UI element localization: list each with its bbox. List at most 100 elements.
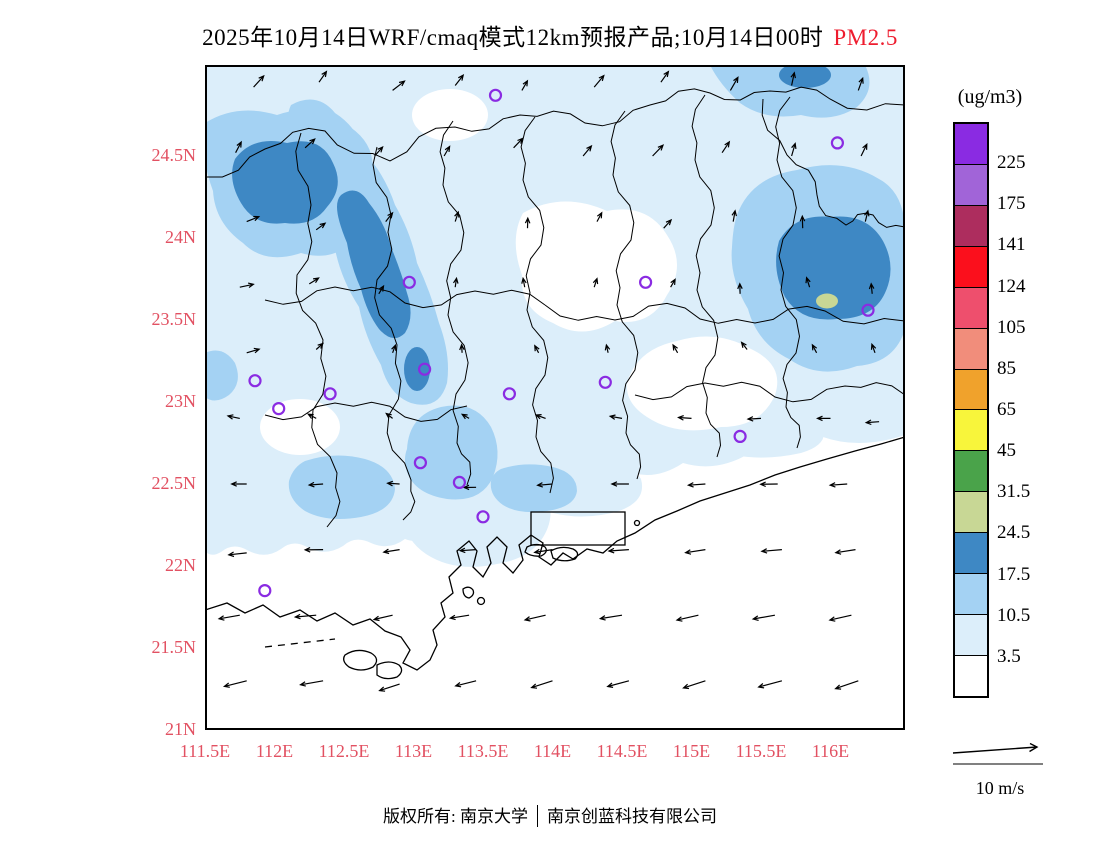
colorbar-tick-label: 17.5 — [997, 563, 1031, 585]
wind-arrow — [608, 414, 623, 420]
wind-arrow — [293, 613, 317, 620]
wind-arrow — [226, 414, 240, 420]
colorbar-segment — [955, 450, 987, 492]
wind-arrow — [606, 680, 630, 688]
x-axis-label: 111.5E — [179, 741, 231, 761]
y-axis-label: 22N — [165, 555, 196, 575]
colorbar-segment — [955, 654, 987, 696]
wind-arrow — [660, 70, 670, 83]
wind-arrow — [729, 76, 739, 91]
station-marker-layer — [248, 88, 875, 598]
station-marker — [830, 136, 845, 150]
wind-arrow — [533, 548, 553, 555]
copyright-left: 版权所有: 南京大学 — [383, 807, 528, 826]
admin-boundary — [610, 110, 642, 480]
station-marker — [272, 402, 286, 416]
wind-arrow — [521, 79, 529, 91]
wind-arrow — [386, 480, 400, 487]
wind-arrow — [534, 414, 546, 420]
wind-arrow — [307, 413, 317, 419]
wind-arrow — [737, 282, 743, 294]
colorbar-segment — [955, 368, 987, 410]
wind-scale-legend: 10 m/s — [940, 740, 1060, 799]
station-marker — [502, 387, 516, 401]
colorbar-tick-label: 31.5 — [997, 481, 1031, 503]
dashed-boundary — [264, 638, 336, 648]
wind-arrow — [791, 142, 797, 157]
wind-arrow — [385, 211, 394, 222]
admin-boundary — [691, 94, 722, 458]
wind-arrow — [805, 276, 811, 288]
y-axis-label: 21.5N — [151, 637, 197, 657]
wind-arrow — [582, 144, 593, 157]
wind-arrow — [828, 482, 848, 488]
station-marker — [598, 375, 612, 389]
map-plot-area — [205, 65, 905, 730]
wind-arrow — [454, 210, 460, 222]
colorbar-tick-label: 141 — [997, 234, 1026, 256]
admin-boundary — [544, 302, 905, 325]
wind-arrow — [592, 277, 599, 288]
colorbar-segment — [955, 286, 987, 328]
wind-arrow — [227, 551, 247, 558]
station-marker — [488, 88, 503, 102]
wind-arrow — [759, 481, 778, 488]
title-text: 2025年10月14日WRF/cmaq模式12km预报产品;10月14日00时 — [202, 25, 824, 50]
x-axis-label: 115E — [672, 741, 711, 761]
wind-arrow — [598, 614, 623, 621]
map-border-frame — [205, 65, 905, 730]
wind-arrow — [864, 419, 880, 426]
wind-arrow — [596, 211, 603, 222]
wind-arrow — [652, 144, 665, 157]
copyright-right: 南京创蓝科技有限公司 — [546, 807, 717, 826]
wind-arrow — [253, 74, 265, 88]
admin-boundary — [205, 86, 905, 178]
wind-arrow — [682, 680, 706, 690]
colorbar-tick-label: 85 — [997, 357, 1016, 379]
wind-arrow — [315, 222, 327, 231]
station-marker — [476, 510, 490, 524]
colorbar-tick-label: 225 — [997, 152, 1026, 174]
wind-arrow — [828, 614, 852, 622]
wind-arrow-layer — [217, 70, 880, 692]
wind-arrow — [304, 138, 316, 149]
x-axis-label: 113E — [394, 741, 433, 761]
wind-arrow — [391, 343, 397, 354]
y-axis-label: 24N — [165, 227, 196, 247]
colorbar-segment — [955, 124, 987, 164]
wind-arrow — [443, 145, 451, 157]
y-axis-label: 21N — [165, 719, 196, 739]
island — [633, 519, 641, 527]
wind-arrow — [462, 484, 477, 491]
x-axis-label: 116E — [811, 741, 850, 761]
y-axis-label: 24.5N — [151, 145, 197, 165]
station-marker — [639, 275, 653, 289]
admin-boundary — [634, 381, 905, 403]
wind-arrow — [460, 413, 470, 420]
colorbar-segment — [955, 245, 987, 287]
wind-arrow — [307, 481, 324, 488]
colorbar-segment — [955, 573, 987, 615]
wind-arrow — [675, 614, 699, 622]
colorbar-tick-label: 175 — [997, 193, 1026, 215]
wind-arrow — [372, 614, 393, 622]
wind-arrow — [382, 548, 400, 555]
wind-arrow — [686, 482, 706, 488]
wind-arrow — [318, 70, 328, 83]
x-axis-label: 113.5E — [457, 741, 509, 761]
wind-arrow — [740, 341, 748, 350]
wind-arrow — [454, 680, 477, 688]
wind-arrow — [746, 416, 762, 422]
wind-arrow — [374, 146, 384, 157]
x-axis-label: 114.5E — [596, 741, 648, 761]
y-axis-label: 23.5N — [151, 309, 197, 329]
island — [462, 586, 475, 599]
y-axis-label: 23N — [165, 391, 196, 411]
wind-arrow — [870, 342, 877, 354]
x-axis-label: 115.5E — [735, 741, 787, 761]
wind-arrow — [378, 284, 385, 295]
colorbar-tick-label: 65 — [997, 399, 1016, 420]
wind-arrow — [303, 547, 324, 553]
admin-boundary — [264, 401, 468, 422]
wind-arrow — [454, 74, 465, 86]
